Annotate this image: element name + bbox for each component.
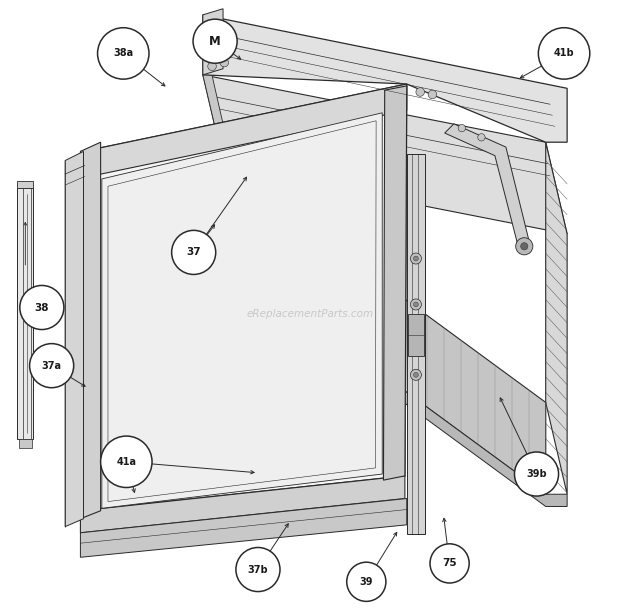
Text: M: M — [209, 34, 221, 48]
Circle shape — [458, 124, 466, 132]
Text: 39b: 39b — [526, 469, 547, 479]
Circle shape — [208, 62, 216, 71]
Text: 37a: 37a — [42, 360, 61, 371]
Polygon shape — [203, 15, 567, 142]
Polygon shape — [383, 86, 407, 480]
Polygon shape — [224, 167, 546, 494]
Text: 37b: 37b — [247, 565, 268, 574]
Circle shape — [410, 253, 422, 264]
Polygon shape — [17, 181, 33, 188]
Polygon shape — [65, 151, 84, 526]
Circle shape — [428, 90, 436, 99]
Text: eReplacementParts.com: eReplacementParts.com — [246, 309, 374, 319]
Polygon shape — [81, 499, 407, 557]
Text: 75: 75 — [442, 558, 457, 568]
Circle shape — [538, 28, 590, 79]
Text: 37: 37 — [187, 247, 201, 258]
Polygon shape — [203, 70, 232, 167]
Circle shape — [220, 58, 229, 67]
Circle shape — [410, 299, 422, 310]
Circle shape — [478, 133, 485, 141]
Polygon shape — [84, 84, 407, 178]
Circle shape — [236, 547, 280, 592]
Circle shape — [521, 242, 528, 250]
Circle shape — [430, 544, 469, 583]
Polygon shape — [445, 124, 529, 246]
Polygon shape — [203, 9, 223, 75]
Circle shape — [100, 436, 152, 488]
Polygon shape — [546, 142, 567, 494]
Polygon shape — [407, 154, 425, 534]
Polygon shape — [81, 142, 100, 518]
Text: 41a: 41a — [117, 457, 136, 467]
Circle shape — [30, 344, 74, 387]
Circle shape — [410, 370, 422, 380]
Circle shape — [172, 231, 216, 274]
Circle shape — [97, 28, 149, 79]
Polygon shape — [19, 439, 32, 448]
Polygon shape — [81, 476, 405, 533]
Circle shape — [414, 256, 418, 261]
Circle shape — [347, 562, 386, 601]
Text: 41b: 41b — [554, 49, 574, 58]
Polygon shape — [102, 113, 383, 509]
Circle shape — [516, 238, 533, 255]
Text: 38: 38 — [35, 303, 49, 312]
Polygon shape — [81, 84, 407, 511]
Text: 39: 39 — [360, 577, 373, 587]
Circle shape — [20, 285, 64, 330]
Circle shape — [414, 302, 418, 307]
Polygon shape — [408, 314, 424, 357]
Polygon shape — [224, 258, 567, 507]
Text: 38a: 38a — [113, 49, 133, 58]
Polygon shape — [203, 75, 567, 234]
Polygon shape — [17, 188, 33, 439]
Circle shape — [193, 19, 237, 63]
Circle shape — [416, 88, 425, 97]
Circle shape — [515, 452, 559, 496]
Circle shape — [414, 373, 418, 377]
